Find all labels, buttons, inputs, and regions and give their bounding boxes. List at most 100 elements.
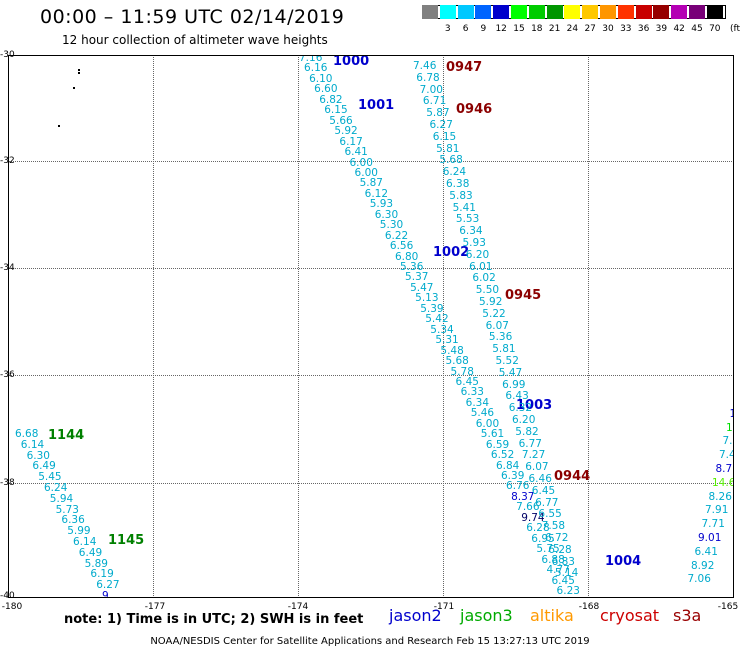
wave-height-value: 5.42 xyxy=(425,313,449,326)
legend-swatch xyxy=(689,5,705,19)
legend-label: 33 xyxy=(620,24,632,34)
wave-height-value: 7.46 xyxy=(413,60,437,72)
wave-height-value: 5.53 xyxy=(455,213,480,226)
wave-height-value: 6.60 xyxy=(314,83,338,96)
lon-label: -180 xyxy=(1,602,23,612)
wave-height-value: 5.93 xyxy=(462,237,486,249)
island-dot xyxy=(78,72,80,74)
wave-height-value: 6.59 xyxy=(485,438,510,451)
legend-label: 45 xyxy=(691,24,703,34)
wave-height-value: 6.45 xyxy=(455,375,479,388)
satellite-s3a: s3a xyxy=(673,606,702,625)
pass-label-1144: 1144 xyxy=(48,428,85,443)
wave-height-value: 5.34 xyxy=(430,323,454,336)
wave-height-value: 10.8 xyxy=(729,407,735,420)
wave-height-value: 6.00 xyxy=(475,417,500,430)
wave-height-value: 5.61 xyxy=(480,428,505,441)
pass-label-1003: 1003 xyxy=(516,398,553,413)
wave-height-value: 5.81 xyxy=(436,142,460,155)
wave-height-value: 6.41 xyxy=(694,545,718,558)
gridline-lon xyxy=(588,55,589,598)
wave-height-value: 6.15 xyxy=(324,104,348,117)
wave-height-value: 6.24 xyxy=(442,166,467,179)
wave-height-value: 5.45 xyxy=(38,471,62,484)
wave-height-value: 5.94 xyxy=(49,492,74,505)
wave-height-value: 5.46 xyxy=(470,407,495,420)
island-dot xyxy=(78,69,80,71)
wave-height-value: 6.45 xyxy=(531,484,556,497)
pass-label-0944: 0944 xyxy=(554,469,591,484)
wave-height-value: 6.34 xyxy=(465,396,490,409)
legend-swatch xyxy=(671,5,688,19)
wave-height-value: 5.47 xyxy=(498,366,523,379)
wave-height-value: 6.36 xyxy=(61,514,85,527)
wave-height-value: 5.68 xyxy=(445,355,469,368)
lon-label: -168 xyxy=(578,602,600,612)
lat-label: -32 xyxy=(0,156,15,166)
wave-height-value: 8.76 xyxy=(715,463,735,475)
legend-label: 3 xyxy=(444,24,451,34)
credit-line: NOAA/NESDIS Center for Satellite Applica… xyxy=(150,636,590,647)
pass-label-1001: 1001 xyxy=(358,98,395,113)
wave-height-value: 5.36 xyxy=(488,331,513,344)
lon-label: -177 xyxy=(144,602,166,612)
wave-height-value: 5.13 xyxy=(415,292,439,305)
wave-height-value: 6.23 xyxy=(556,584,580,597)
island-dot xyxy=(58,125,60,127)
legend-swatch xyxy=(475,5,492,19)
wave-height-value: 5.82 xyxy=(515,425,539,438)
wave-height-value: 7.91 xyxy=(705,504,729,517)
pass-label-1004: 1004 xyxy=(605,554,642,569)
footer-note: note: 1) Time is in UTC; 2) SWH is in fe… xyxy=(64,612,364,627)
wave-height-value: 6.30 xyxy=(26,449,50,462)
wave-height-value: 7.16 xyxy=(299,55,323,64)
wave-height-value: 6.46 xyxy=(528,473,552,485)
wave-height-value: 6.55 xyxy=(538,508,562,521)
wave-height-value: 5.92 xyxy=(334,125,358,138)
wave-height-value: 6.20 xyxy=(512,414,536,426)
wave-height-value: 6.07 xyxy=(525,461,549,474)
wave-height-value: 6.71 xyxy=(422,95,447,108)
legend-label: 27 xyxy=(584,24,596,34)
wave-height-value: 6.27 xyxy=(429,119,453,131)
pass-label-1002: 1002 xyxy=(433,245,470,260)
wave-height-value: 6.00 xyxy=(349,156,373,169)
wave-height-value: 5.48 xyxy=(440,344,464,357)
wave-height-value: 6.24 xyxy=(44,482,68,494)
pass-label-0947: 0947 xyxy=(446,60,483,75)
wave-height-value: 5.75 xyxy=(536,543,560,556)
wave-height-value: 5.14 xyxy=(554,567,579,580)
wave-height-value: 6.72 xyxy=(545,532,569,544)
wave-height-value: 7.00 xyxy=(419,83,443,96)
legend-label: 24 xyxy=(566,24,579,34)
wave-height-value: 6.14 xyxy=(73,536,97,548)
wave-height-value: 6.12 xyxy=(364,187,389,200)
wave-height-value: 6.27 xyxy=(96,579,120,592)
wave-height-value: 6.41 xyxy=(344,146,368,159)
pass-label-0945: 0945 xyxy=(505,288,542,303)
legend-swatch xyxy=(653,5,670,19)
legend-swatch xyxy=(635,5,652,19)
wave-height-value: 5.73 xyxy=(55,503,79,516)
legend-swatch xyxy=(617,5,634,19)
gridline-lon xyxy=(153,55,154,598)
legend-label: 9 xyxy=(480,24,487,34)
wave-height-value: 6.76 xyxy=(506,480,530,493)
wave-height-value: 6.45 xyxy=(551,574,575,587)
wave-height-value: 8.37 xyxy=(511,490,535,503)
wave-height-value: 6.78 xyxy=(416,71,440,84)
wave-height-value: 7.27 xyxy=(521,449,546,462)
wave-height-value: 7.71 xyxy=(701,518,725,531)
wave-height-value: 6.56 xyxy=(389,240,414,253)
lat-label: -38 xyxy=(0,478,15,488)
wave-height-value: 6.82 xyxy=(319,93,343,106)
legend-label: 12 xyxy=(495,24,507,34)
legend-label: 39 xyxy=(655,24,668,34)
gridline-lon xyxy=(298,55,299,598)
wave-height-value: 6.39 xyxy=(501,470,525,482)
wave-height-value: 4.77 xyxy=(546,564,570,577)
gridline-lat xyxy=(8,483,734,484)
legend-label: 36 xyxy=(637,24,650,34)
legend-swatch xyxy=(528,5,545,19)
wave-height-value: 6.83 xyxy=(551,555,575,568)
